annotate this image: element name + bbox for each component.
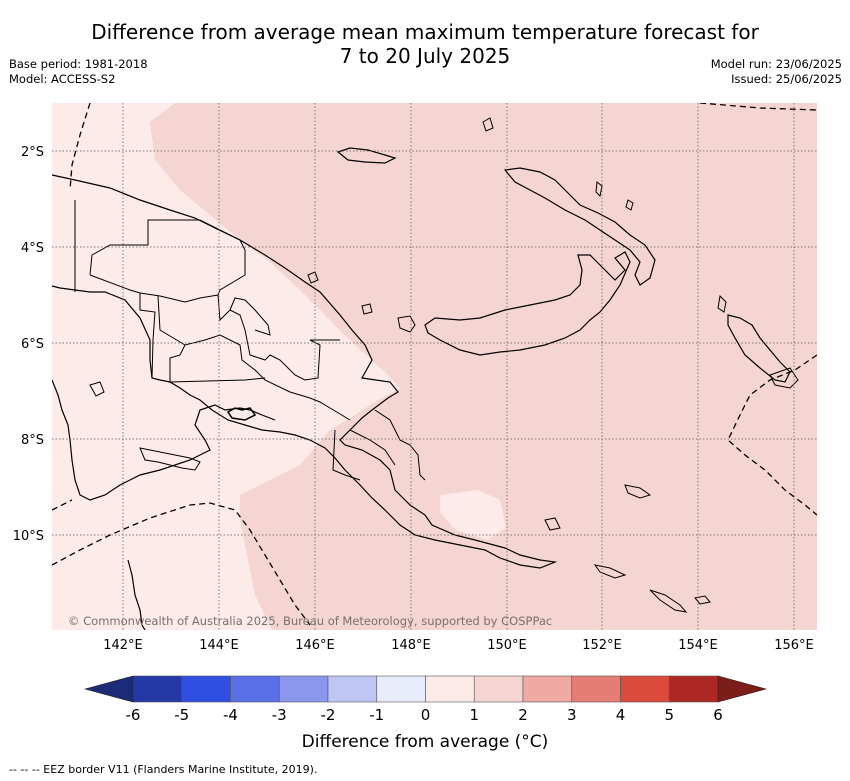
fly-river-delta	[139, 447, 201, 471]
cape-york-coastline	[127, 559, 146, 630]
longitude-labels: 142°E 144°E 146°E 148°E 150°E 152°E 154°…	[103, 638, 814, 653]
lat-label: 2°S	[21, 145, 44, 160]
long-island	[361, 303, 373, 315]
karkar-island	[307, 271, 319, 284]
copyright-credit: © Commonwealth of Australia 2025, Bureau…	[68, 614, 553, 628]
title-line-1: Difference from average mean maximum tem…	[91, 20, 759, 44]
eez-borders	[52, 103, 817, 626]
province-borders	[74, 200, 426, 481]
lon-label: 150°E	[487, 638, 527, 653]
chart-title: Difference from average mean maximum tem…	[0, 20, 850, 68]
lon-label: 156°E	[774, 638, 814, 653]
colorbar-tick-label: 6	[713, 706, 723, 724]
rossel-island	[624, 484, 652, 499]
colorbar-tick-label: 2	[518, 706, 528, 724]
colorbar-tick-labels: -6 -5 -4 -3 -2 -1 0 1 2 3 4 5 6	[126, 706, 723, 724]
new-ireland-island	[503, 167, 656, 286]
buka-island	[717, 294, 727, 313]
colorbar-tick-label: -4	[223, 706, 238, 724]
louisiade-island	[649, 589, 688, 613]
new-britain-island	[424, 251, 631, 356]
lake-murray	[226, 407, 257, 421]
colorbar-tick-label: 5	[664, 706, 674, 724]
lon-label: 146°E	[295, 638, 335, 653]
forecast-map: 2°S 4°S 6°S 8°S 10°S 142°E 144°E 146°E 1…	[13, 103, 817, 653]
normanby-island	[544, 517, 561, 531]
lon-label: 152°E	[582, 638, 622, 653]
graticule	[52, 103, 817, 630]
issued-date: Issued: 25/06/2025	[731, 72, 842, 86]
lat-label: 4°S	[21, 241, 44, 256]
model-name: Model: ACCESS-S2	[9, 72, 116, 86]
new-guinea-coastline	[52, 174, 558, 569]
colorbar-tick-label: -1	[369, 706, 384, 724]
colorbar-title: Difference from average (°C)	[301, 732, 549, 752]
lat-label: 6°S	[21, 337, 44, 352]
meta-left: Base period: 1981-2018 Model: ACCESS-S2	[9, 57, 148, 87]
lon-label: 154°E	[678, 638, 718, 653]
base-period: Base period: 1981-2018	[9, 57, 148, 71]
colorbar-tick-label: 4	[616, 706, 626, 724]
colorbar-tick-label: -5	[174, 706, 189, 724]
sudest-island	[593, 564, 627, 579]
eez-legend-note: -- -- -- EEZ border V11 (Flanders Marine…	[9, 763, 318, 776]
colorbar-tick-label: 3	[567, 706, 577, 724]
lat-label: 10°S	[13, 529, 44, 544]
bougainville-island	[727, 314, 791, 383]
small-island-1	[482, 117, 494, 132]
meta-right: Model run: 23/06/2025 Issued: 25/06/2025	[711, 57, 842, 87]
lon-label: 144°E	[199, 638, 239, 653]
lat-label: 8°S	[21, 433, 44, 448]
fredrik-hendrik-island	[89, 381, 105, 397]
emira-island	[625, 199, 634, 211]
colorbar-tick-label: 1	[469, 706, 479, 724]
colorbar-tick-label: -3	[272, 706, 287, 724]
lon-label: 142°E	[103, 638, 143, 653]
mussau-island	[595, 181, 603, 198]
model-run: Model run: 23/06/2025	[710, 57, 842, 71]
anomaly-patch-milne	[440, 490, 506, 540]
colorbar-tick-label: -2	[321, 706, 336, 724]
anomaly-region-1-to-2	[150, 103, 817, 630]
rossel-east-island	[694, 595, 711, 605]
lon-label: 148°E	[391, 638, 431, 653]
latitude-labels: 2°S 4°S 6°S 8°S 10°S	[13, 145, 44, 544]
colorbar-tick-label: 0	[421, 706, 431, 724]
south-papua-coastline	[52, 379, 276, 501]
manus-island	[336, 147, 397, 164]
colorbar-tick-label: -6	[126, 706, 141, 724]
title-line-2: 7 to 20 July 2025	[339, 44, 511, 68]
umboi-island	[397, 315, 416, 333]
